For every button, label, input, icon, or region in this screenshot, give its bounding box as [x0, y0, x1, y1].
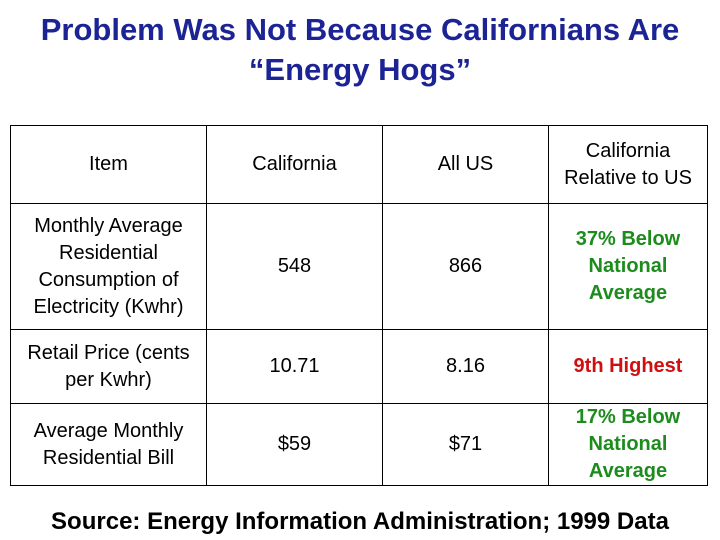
row-relative-value: 9th Highest: [548, 329, 708, 404]
row-relative-value: 37% Below National Average: [548, 203, 708, 330]
slide-title-line-2: “Energy Hogs”: [248, 52, 472, 87]
row-item-label: Retail Price (cents per Kwhr): [10, 329, 207, 404]
header-california: California: [206, 125, 383, 204]
row-california-value: $59: [206, 403, 383, 486]
table-row: Average Monthly Residential Bill $59 $71…: [10, 403, 708, 486]
slide-title-line-1: Problem Was Not Because Californians Are: [40, 12, 680, 47]
row-california-value: 10.71: [206, 329, 383, 404]
row-all-us-value: 866: [382, 203, 549, 330]
row-relative-value: 17% Below National Average: [548, 403, 708, 486]
comparison-table: Item California All US California Relati…: [10, 125, 708, 486]
header-california-relative: California Relative to US: [548, 125, 708, 204]
slide-title: Problem Was Not Because Californians Are…: [0, 10, 720, 90]
table-header-row: Item California All US California Relati…: [10, 125, 708, 204]
row-item-label: Monthly Average Residential Consumption …: [10, 203, 207, 330]
table-row: Monthly Average Residential Consumption …: [10, 203, 708, 330]
row-all-us-value: $71: [382, 403, 549, 486]
row-california-value: 548: [206, 203, 383, 330]
row-all-us-value: 8.16: [382, 329, 549, 404]
header-all-us: All US: [382, 125, 549, 204]
row-item-label: Average Monthly Residential Bill: [10, 403, 207, 486]
header-item: Item: [10, 125, 207, 204]
table-row: Retail Price (cents per Kwhr) 10.71 8.16…: [10, 329, 708, 404]
source-note: Source: Energy Information Administratio…: [51, 508, 669, 535]
